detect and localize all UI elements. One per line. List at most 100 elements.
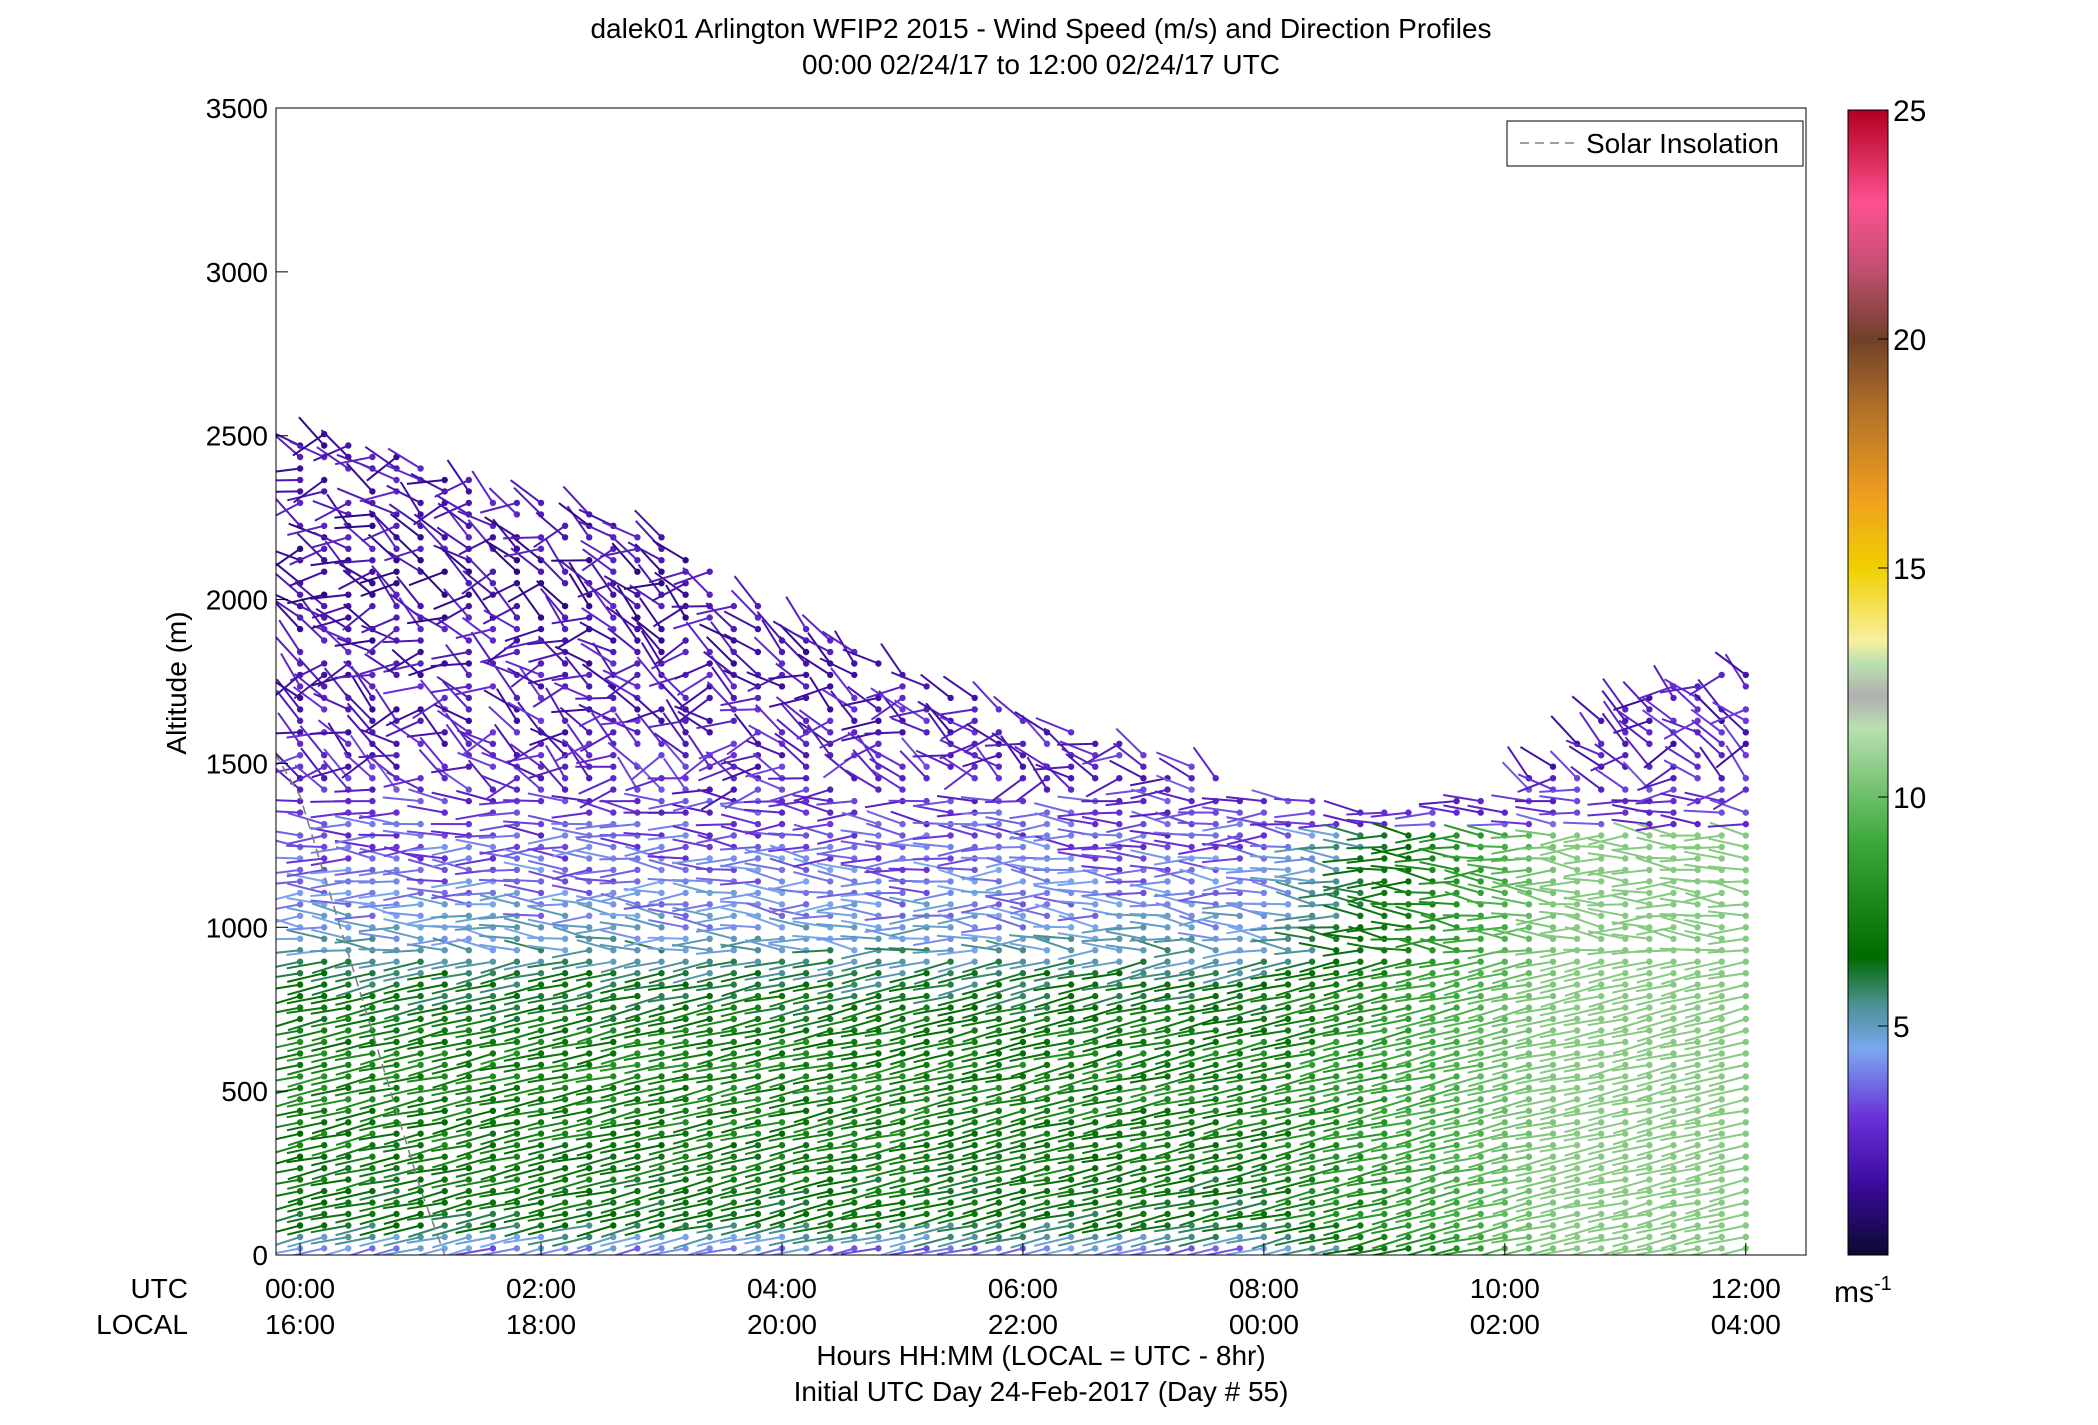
wind-barb [348,1247,373,1255]
wind-barb-dot [1164,947,1171,954]
wind-barb [1010,1086,1048,1100]
wind-barb [937,1086,975,1098]
wind-barb [698,742,735,760]
wind-barb-dot [1067,1222,1075,1229]
wind-barb-dot [393,1176,400,1183]
wind-barb [1178,972,1216,982]
wind-barb [312,624,349,642]
wind-barb-dot [1308,1176,1316,1183]
wind-barb [1250,1190,1289,1199]
wind-barb-dot [827,1038,834,1046]
wind-barb-dot [1236,1222,1244,1229]
wind-barb-dot [1260,1233,1268,1241]
wind-barb-dot [1284,958,1292,965]
wind-barb-dot [465,1210,472,1218]
wind-barb [961,868,1000,881]
wind-barb [1202,983,1240,992]
wind-barb-dot [634,1142,641,1149]
wind-barb-dot [682,1004,689,1011]
wind-barb-dot [1092,820,1099,828]
wind-barb-dot [321,763,328,770]
wind-barb-dot [658,648,665,656]
wind-barb-dot [393,878,400,885]
wind-barb-dot [1357,970,1364,977]
wind-barb [986,1201,1024,1215]
wind-barb-dot [1429,1073,1436,1080]
wind-barb [504,1121,542,1134]
wind-barb-dot [1405,866,1412,874]
wind-barb-dot [1140,1233,1147,1241]
wind-barb-dot [610,924,617,931]
wind-barb-dot [730,1096,737,1103]
wind-barb-dot [658,580,665,587]
wind-barb-dot [1092,958,1099,965]
wind-barb [719,708,758,712]
wind-barb-dot [706,694,713,702]
wind-barb [1346,1155,1385,1164]
wind-barb [310,827,349,837]
wind-barb [1346,1029,1385,1037]
wind-barb-dot [1188,1027,1195,1034]
wind-barb-dot [489,1119,497,1126]
wind-barb-dot [586,947,593,954]
wind-barb [276,1018,301,1028]
wind-barb-dot [1405,1233,1412,1241]
wind-barb [551,616,590,625]
wind-barb-dot [1067,1176,1075,1183]
wind-barb [753,636,783,665]
wind-barb-dot [441,1233,448,1241]
wind-barb-dot [1116,1176,1123,1183]
wind-barb [503,1201,542,1211]
wind-barb [389,513,422,539]
wind-barb [444,552,470,584]
wind-barb [697,1190,735,1203]
wind-barb [817,1213,855,1226]
wind-barb [551,795,590,803]
wind-barb-dot [634,1107,641,1115]
wind-barb [407,995,445,1006]
wind-barb-dot [1164,878,1171,885]
wind-barb [695,890,734,894]
wind-barb [481,774,518,791]
wind-barb [358,932,397,940]
wind-barb [576,1109,614,1123]
wind-barb-dot [682,1073,689,1080]
wind-barb [334,456,373,466]
wind-barb [1153,857,1192,866]
wind-barb-dot [321,1050,328,1057]
wind-barb [1010,1063,1048,1078]
wind-barb-dot [802,775,810,782]
wind-barb-dot [561,763,569,770]
wind-barb [1322,838,1361,848]
wind-barb-dot [971,1073,978,1080]
wind-barb-dot [417,1245,424,1252]
wind-barb [311,605,349,619]
wind-barb-dot [827,1153,834,1160]
wind-barb-dot [417,1107,424,1115]
wind-barb-dot [730,1084,737,1092]
wind-barb [744,1086,783,1096]
wind-barb [719,900,758,906]
wind-barb-dot [1405,1187,1412,1195]
wind-barb-dot [1116,1061,1123,1069]
wind-barb [431,1132,470,1143]
wind-barb-dot [1019,1142,1027,1149]
wind-barb [430,925,469,929]
wind-barb-dot [827,648,834,656]
wind-barb-dot [1043,775,1051,782]
wind-barb-dot [1260,889,1268,897]
wind-barb-dot [778,1176,786,1183]
wind-barb [841,906,879,917]
wind-barb [479,823,518,832]
wind-barb-dot [875,820,882,828]
wind-barb [1010,1121,1048,1134]
wind-barb [1249,867,1289,871]
wind-barb [1033,1121,1072,1129]
wind-barb-dot [1043,1153,1051,1160]
wind-barb [1009,1178,1048,1187]
wind-barb-dot [1188,786,1195,793]
wind-barb [455,995,494,1005]
wind-barb-dot [610,1096,617,1103]
wind-barb [286,1144,325,1155]
wind-barb [433,501,470,520]
